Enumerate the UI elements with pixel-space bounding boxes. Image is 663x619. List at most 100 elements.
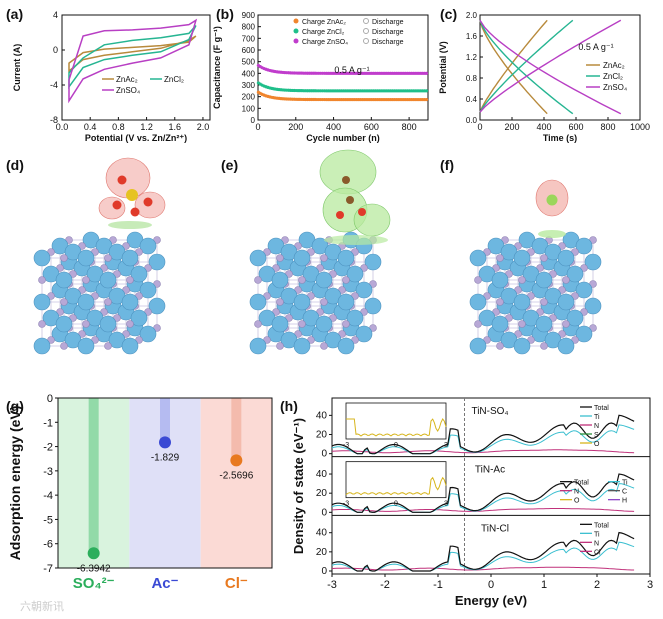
n-atom [505,314,513,322]
n-atom [483,292,491,300]
chart-b-legend-marker [293,18,299,24]
chart-c-discharge-0 [479,20,548,115]
panel-label-h: (h) [280,398,298,414]
ti-atom [73,303,91,321]
n-atom [294,286,302,294]
chart-h-legend-label: N [594,423,599,430]
ti-atom [73,259,91,277]
chart-b-point [390,71,395,75]
n-atom [126,320,134,328]
chart-b-point [368,89,372,93]
chart-b-point [317,71,321,75]
ti-atom [562,319,580,337]
chart-h-inset-xtick: 0 [394,501,398,508]
chart-g-category: Cl⁻ [225,575,248,592]
chart-b-point [307,71,311,75]
ti-atom [544,331,562,349]
chart-b-point [349,97,353,102]
chart-h-ytick-label: 20 [316,547,328,558]
n-atom [285,270,293,278]
n-atom [549,314,557,322]
chart-a-xlabel: Potential (V vs. Zn/Zn²⁺) [85,133,187,143]
chart-b-point [415,71,419,75]
chart-g-bar [88,398,99,554]
n-atom [523,258,531,266]
chart-b-point [394,89,398,93]
chart-b-legend-marker-open [363,18,369,24]
chart-b-point [362,71,366,75]
chart-b-point [358,97,362,102]
n-atom [320,254,328,262]
chart-b-point [424,71,429,75]
chart-h-inset [345,461,447,499]
chart-b-point [406,71,410,75]
ti-atom [562,231,580,249]
charge-density-cloud [353,203,391,237]
chart-h-inset-xtick: 3 [444,501,448,508]
chart-g-category: Ac⁻ [151,575,178,592]
o-atom [336,211,344,219]
n-atom [325,280,333,288]
chart-b-point [370,89,374,93]
n-atom [580,264,588,272]
chart-b-point [319,89,323,93]
chart-a-series-2 [68,18,198,104]
n-atom [571,336,579,344]
chart-b-ytick-label: 0 [251,116,256,125]
chart-h-ytick-label: 40 [316,469,328,480]
n-atom [285,314,293,322]
chart-b-point [417,71,421,75]
chart-b-legend-marker-open [363,28,369,34]
chart-h-xtick-label: 1 [541,579,547,591]
chart-b-point [311,71,315,75]
ti-atom [121,249,139,267]
ti-atom [42,309,60,327]
chart-c-charge-1 [479,19,574,113]
chart-b-point [288,97,293,101]
chart-b-xtick-label: 0 [255,122,260,132]
chart-b-point [287,97,291,101]
chart-b-point [268,68,272,73]
ti-atom [117,303,135,321]
chart-b-series-0 [256,63,429,75]
n-atom [536,264,544,272]
chart-b-point [351,97,355,102]
chart-b-point [317,89,321,93]
n-atom [56,264,64,272]
n-atom [47,248,55,256]
ti-atom [82,319,100,337]
n-atom [549,270,557,278]
chart-b-point [315,89,319,93]
ti-atom [280,331,298,349]
ti-atom [337,249,355,267]
chart-b-legend-marker [293,38,299,44]
chart-b-point [362,97,366,102]
ti-atom [302,309,320,327]
chart-b-point [362,89,366,93]
chart-h-legend-label: Ti [594,531,600,538]
chart-b-ytick-label: 900 [242,11,256,20]
chart-b-point [285,97,289,101]
n-atom [254,276,262,284]
chart-b-point [304,97,308,102]
n-atom [153,280,161,288]
chart-b-point [366,97,370,102]
panel-label-c: (c) [440,6,458,22]
chart-g-point [87,547,100,560]
chart-b-point [317,97,321,102]
n-atom [338,242,346,250]
chart-b-point [351,89,355,93]
chart-b-point [256,63,260,68]
chart-b-point [375,71,379,75]
ti-atom [513,249,531,267]
chart-b-point [419,71,423,75]
chart-b-point [356,71,361,75]
n-atom [100,308,108,316]
chart-b-point [387,97,391,102]
n-atom [38,276,46,284]
n-atom [78,330,86,338]
n-atom [540,298,548,306]
chart-b-point [358,89,362,93]
n-atom [153,236,161,244]
chart-b-point [324,89,328,93]
